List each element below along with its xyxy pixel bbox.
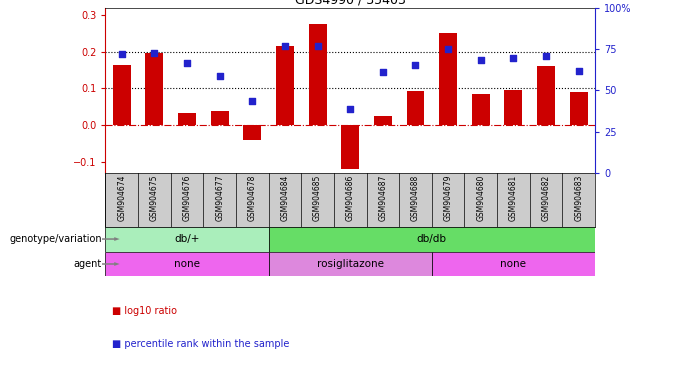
Bar bbox=[178, 113, 196, 125]
Bar bbox=[105, 227, 269, 252]
Bar bbox=[570, 92, 588, 125]
Text: GSM904686: GSM904686 bbox=[345, 174, 355, 221]
Text: GSM904681: GSM904681 bbox=[509, 174, 518, 221]
Text: GSM904677: GSM904677 bbox=[215, 174, 224, 221]
Text: genotype/variation: genotype/variation bbox=[10, 234, 102, 244]
Point bbox=[279, 43, 290, 49]
Text: GSM904675: GSM904675 bbox=[150, 174, 159, 221]
Point bbox=[116, 50, 127, 56]
Text: GSM904679: GSM904679 bbox=[443, 174, 453, 221]
Text: agent: agent bbox=[73, 259, 102, 269]
Point bbox=[410, 61, 421, 68]
Text: GSM904683: GSM904683 bbox=[574, 174, 583, 221]
Bar bbox=[407, 91, 424, 125]
Text: GSM904678: GSM904678 bbox=[248, 174, 257, 221]
Text: ■ percentile rank within the sample: ■ percentile rank within the sample bbox=[112, 339, 290, 349]
Bar bbox=[341, 125, 359, 169]
Point bbox=[149, 50, 160, 56]
Bar bbox=[269, 252, 432, 276]
Text: rosiglitazone: rosiglitazone bbox=[317, 259, 384, 269]
Point bbox=[508, 55, 519, 61]
Text: GSM904682: GSM904682 bbox=[541, 174, 551, 221]
Bar bbox=[309, 24, 326, 125]
Bar bbox=[211, 111, 228, 125]
Point bbox=[214, 73, 225, 79]
Point bbox=[377, 69, 388, 75]
Text: GSM904684: GSM904684 bbox=[280, 174, 290, 221]
Bar bbox=[105, 252, 269, 276]
Bar bbox=[432, 252, 595, 276]
Text: none: none bbox=[174, 259, 200, 269]
Text: db/+: db/+ bbox=[174, 234, 200, 244]
Text: db/db: db/db bbox=[417, 234, 447, 244]
Bar bbox=[269, 227, 595, 252]
Point bbox=[443, 46, 454, 52]
Text: GSM904680: GSM904680 bbox=[476, 174, 486, 221]
Text: GSM904685: GSM904685 bbox=[313, 174, 322, 221]
Bar bbox=[146, 53, 163, 125]
Point bbox=[475, 57, 486, 63]
Point bbox=[345, 106, 356, 113]
Title: GDS4990 / 35403: GDS4990 / 35403 bbox=[294, 0, 406, 7]
Bar bbox=[537, 66, 555, 125]
Bar bbox=[276, 46, 294, 125]
Point bbox=[573, 68, 584, 74]
Bar bbox=[439, 33, 457, 125]
Text: GSM904676: GSM904676 bbox=[182, 174, 192, 221]
Bar bbox=[374, 116, 392, 125]
Point bbox=[541, 53, 551, 59]
Text: GSM904674: GSM904674 bbox=[117, 174, 126, 221]
Point bbox=[247, 98, 258, 104]
Text: GSM904687: GSM904687 bbox=[378, 174, 388, 221]
Text: none: none bbox=[500, 259, 526, 269]
Bar bbox=[243, 125, 261, 140]
Bar bbox=[113, 65, 131, 125]
Bar bbox=[472, 94, 490, 125]
Point bbox=[182, 60, 192, 66]
Point bbox=[312, 43, 323, 49]
Text: GSM904688: GSM904688 bbox=[411, 174, 420, 221]
Bar bbox=[505, 90, 522, 125]
Text: ■ log10 ratio: ■ log10 ratio bbox=[112, 306, 177, 316]
